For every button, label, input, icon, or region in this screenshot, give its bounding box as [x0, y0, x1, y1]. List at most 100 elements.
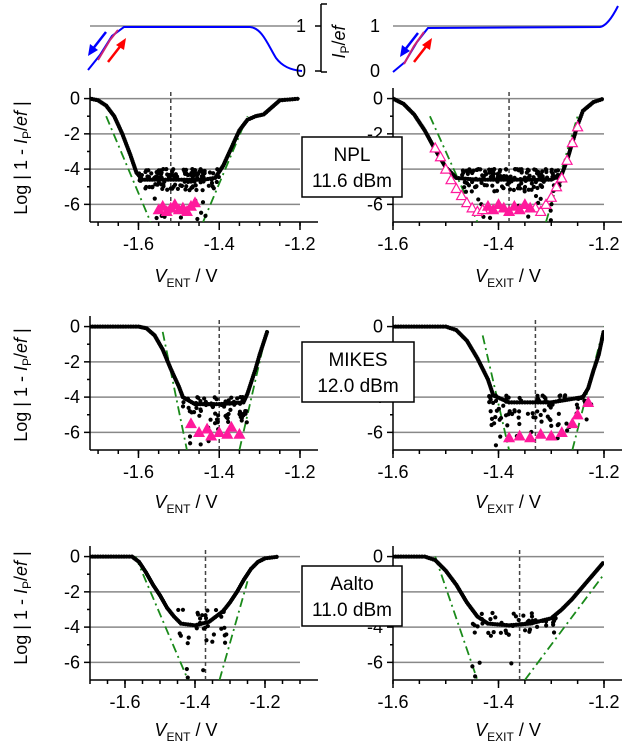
data-point-floor: [539, 419, 544, 424]
data-point-floor: [490, 400, 496, 405]
triangle-marker-filled: [184, 417, 197, 429]
data-point-floor: [232, 402, 237, 407]
data-point-floor: [184, 177, 189, 183]
data-point-floor: [503, 167, 509, 172]
data-point-floor: [479, 180, 484, 186]
data-point-floor: [488, 409, 493, 414]
top-tick-1-right: 1: [370, 16, 380, 36]
data-point-floor: [215, 413, 221, 418]
data-point-floor: [522, 184, 528, 190]
data-point-floor: [491, 630, 496, 635]
data-point: [599, 97, 604, 102]
data-point-floor: [498, 168, 503, 173]
fit-line-2: [202, 115, 249, 222]
data-point-floor: [235, 396, 240, 401]
data-point-floor: [511, 611, 516, 616]
top-right-curve: [392, 5, 619, 73]
data-point-floor: [469, 189, 474, 194]
data-point-floor: [511, 187, 516, 193]
top-right-arrow-blue-icon: [400, 32, 419, 57]
data-point-floor: [480, 173, 485, 178]
data-point-floor: [168, 186, 173, 191]
data-point-floor: [221, 608, 226, 613]
data-point-floor: [216, 174, 221, 180]
data-point-floor: [146, 168, 151, 173]
data-point-floor: [556, 411, 561, 416]
data-point-floor: [181, 167, 186, 172]
data-point-deep: [549, 202, 554, 207]
data-point-deep: [493, 443, 499, 448]
label-mikes-name: MIKES: [328, 350, 387, 371]
data-point-floor: [228, 407, 233, 412]
y-tick-label: 0: [373, 547, 383, 567]
fit-line-1: [481, 335, 510, 450]
data-point-floor: [548, 417, 553, 423]
data-point-floor: [224, 413, 230, 418]
data-point-floor: [550, 171, 555, 176]
triangle-marker-filled: [213, 426, 226, 437]
triangle-marker-filled: [481, 199, 494, 211]
triangle-marker-open: [571, 120, 584, 132]
data-point-floor: [146, 174, 152, 180]
data-point-floor: [154, 170, 159, 175]
top-tick-1-left: 1: [296, 16, 306, 36]
top-left-arrow-red-icon: [107, 38, 126, 63]
data-point-floor: [239, 415, 245, 420]
triangle-marker-open: [534, 205, 547, 217]
label-npl-name: NPL: [334, 145, 371, 166]
triangle-marker-open: [460, 196, 473, 208]
data-point-floor: [186, 635, 191, 640]
data-point-floor: [210, 404, 215, 410]
x-tick-label: -1.6: [123, 234, 154, 254]
data-point-deep: [154, 215, 159, 221]
data-point: [600, 561, 604, 566]
data-point-floor: [543, 398, 548, 403]
data-point-deep: [477, 660, 482, 665]
data-point-floor: [514, 167, 520, 172]
data-point-floor: [194, 626, 199, 631]
data-point-floor: [187, 409, 192, 414]
panel-row1-left: 0 -2 -4 -6 -1.6 -1.4 -1.2: [64, 88, 318, 254]
data-point-floor: [535, 185, 540, 191]
data-point-floor: [175, 186, 180, 192]
data-point-floor: [490, 183, 495, 188]
x-tick-label: -1.2: [284, 234, 315, 254]
data-point-floor: [542, 394, 547, 400]
y-tick-label: -4: [64, 387, 80, 407]
data-point-floor: [546, 403, 552, 408]
data-point-deep: [470, 664, 475, 669]
data-point-floor: [542, 408, 547, 413]
x-tick-label: -1.4: [483, 462, 514, 482]
data-point-floor: [213, 607, 219, 613]
data-point-floor: [190, 185, 195, 190]
data-point-floor: [150, 185, 155, 190]
data-point-floor: [488, 617, 493, 622]
data-point-floor: [169, 172, 175, 177]
data-point-floor: [165, 172, 170, 177]
data-point-floor: [506, 412, 511, 417]
x-tick-label: -1.4: [179, 692, 210, 712]
triangle-marker-open: [445, 173, 458, 185]
data-point-floor: [161, 182, 166, 187]
data-point-floor: [214, 179, 219, 185]
triangle-marker-filled: [188, 196, 202, 208]
data-point-deep: [536, 200, 541, 205]
data-point-floor: [575, 405, 580, 411]
data-point-floor: [529, 187, 534, 192]
y-tick-label: 0: [70, 547, 80, 567]
triangle-marker-open: [434, 150, 447, 162]
data-point-floor: [197, 413, 202, 418]
data-point-floor: [476, 167, 481, 172]
x-tick-label: -1.4: [483, 692, 514, 712]
data-point-floor: [193, 171, 198, 177]
triangle-marker-filled: [492, 198, 505, 209]
data-point-floor: [193, 183, 198, 188]
fit-line-2: [218, 581, 249, 680]
label-box-npl: NPL 11.6 dBm: [301, 136, 403, 198]
data-point-floor: [534, 624, 540, 629]
y-tick-label: -6: [64, 194, 80, 214]
triangle-marker-filled: [524, 431, 537, 443]
data-point-floor: [576, 396, 581, 402]
triangle-marker-filled: [225, 420, 238, 432]
data-point-floor: [180, 607, 186, 612]
